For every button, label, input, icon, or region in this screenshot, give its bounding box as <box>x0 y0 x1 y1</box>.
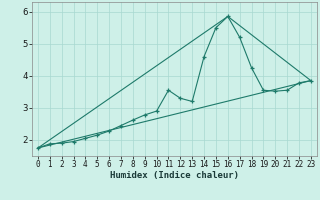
X-axis label: Humidex (Indice chaleur): Humidex (Indice chaleur) <box>110 171 239 180</box>
